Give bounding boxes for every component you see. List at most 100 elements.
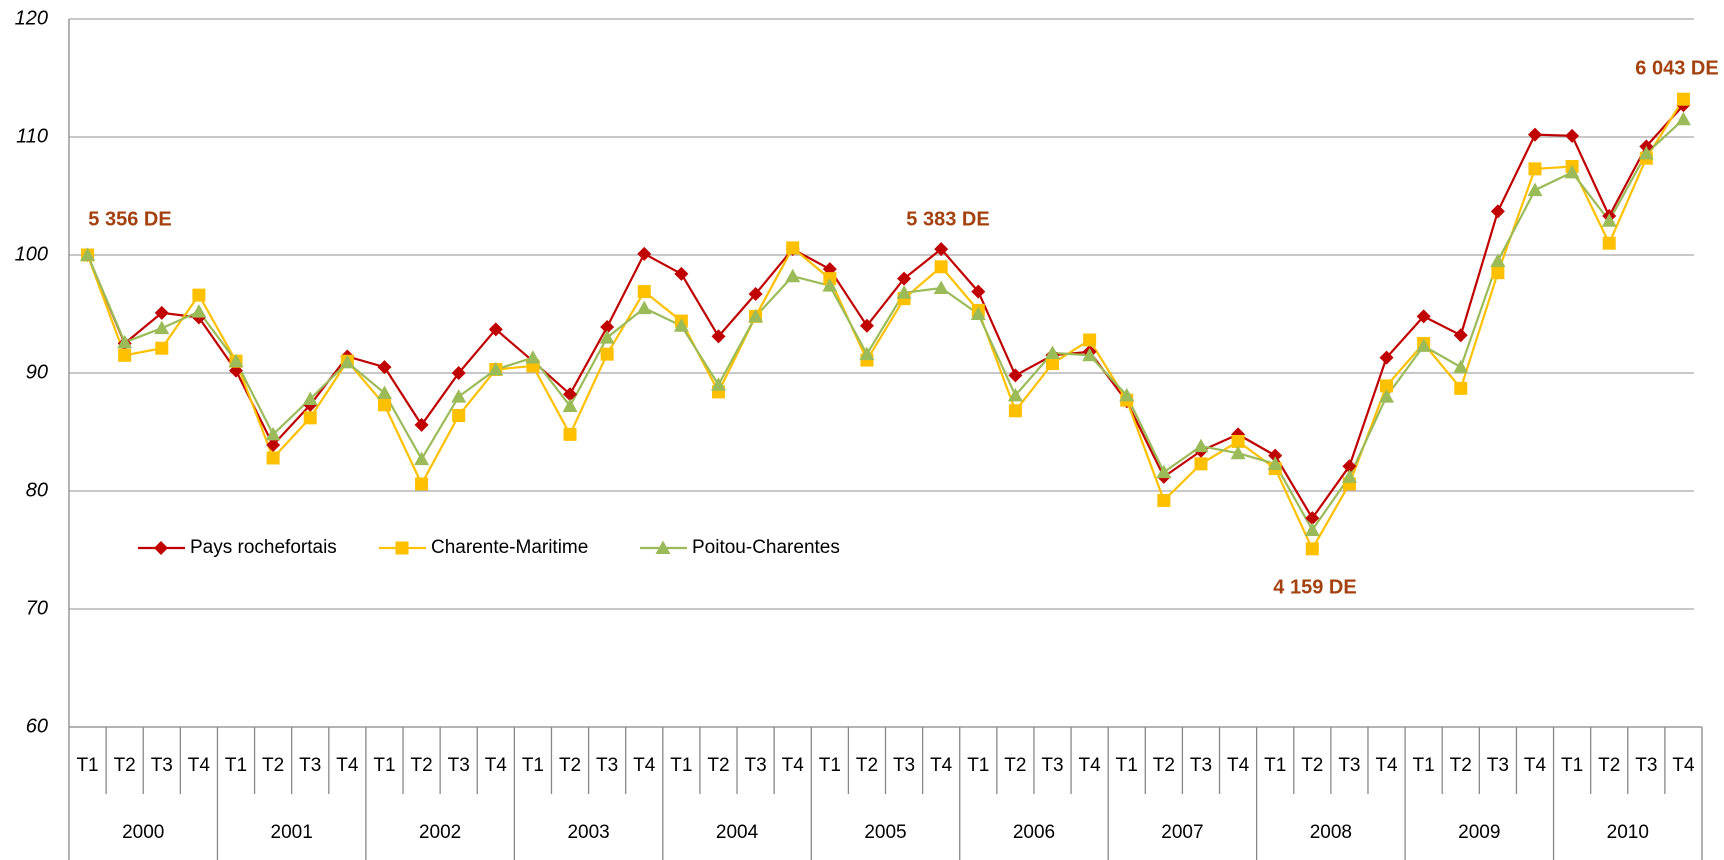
marker bbox=[415, 477, 429, 491]
marker bbox=[859, 346, 875, 361]
marker bbox=[1193, 438, 1209, 453]
marker bbox=[1268, 448, 1283, 463]
x-group-label: 2002 bbox=[419, 822, 461, 843]
marker bbox=[1305, 542, 1319, 556]
x-tick-label: T2 bbox=[707, 755, 729, 776]
marker bbox=[748, 308, 764, 323]
marker bbox=[265, 426, 281, 441]
marker bbox=[934, 242, 949, 257]
marker bbox=[266, 451, 280, 465]
marker bbox=[1453, 359, 1469, 374]
marker bbox=[451, 366, 466, 380]
marker bbox=[117, 334, 133, 349]
marker bbox=[118, 348, 132, 362]
marker bbox=[1676, 92, 1690, 106]
marker bbox=[599, 330, 615, 344]
x-tick-label: T3 bbox=[745, 755, 767, 776]
marker bbox=[1638, 146, 1654, 160]
marker bbox=[1156, 464, 1172, 479]
marker bbox=[1528, 162, 1542, 176]
x-tick-label: T4 bbox=[336, 755, 359, 776]
marker bbox=[414, 451, 430, 466]
marker bbox=[1379, 350, 1394, 365]
annotation: 6 043 DE bbox=[1635, 57, 1718, 79]
y-tick-label: 110 bbox=[16, 125, 48, 147]
legend-label: Charente-Maritime bbox=[431, 537, 588, 558]
marker bbox=[563, 427, 577, 441]
x-tick-label: T2 bbox=[559, 755, 581, 776]
x-tick-label: T4 bbox=[633, 755, 656, 776]
y-tick-label: 70 bbox=[26, 597, 48, 619]
x-group-label: 2005 bbox=[864, 822, 906, 843]
annotation: 4 159 DE bbox=[1273, 576, 1356, 598]
marker bbox=[1045, 345, 1061, 359]
marker bbox=[786, 241, 800, 255]
y-tick-label: 90 bbox=[26, 361, 48, 383]
marker bbox=[563, 387, 578, 402]
marker bbox=[154, 305, 169, 320]
marker bbox=[600, 319, 615, 334]
x-tick-label: T3 bbox=[1635, 755, 1657, 776]
marker bbox=[636, 300, 652, 315]
marker bbox=[339, 354, 355, 369]
x-group-label: 2008 bbox=[1310, 822, 1352, 843]
y-tick-label: 60 bbox=[26, 715, 48, 737]
marker bbox=[1527, 182, 1543, 197]
marker bbox=[1453, 328, 1468, 343]
marker bbox=[1231, 434, 1245, 448]
x-tick-label: T3 bbox=[448, 755, 470, 776]
marker bbox=[154, 320, 170, 335]
legend-marker bbox=[655, 540, 671, 554]
marker bbox=[228, 353, 244, 368]
marker bbox=[1008, 404, 1022, 418]
x-tick-label: T1 bbox=[522, 755, 544, 776]
marker bbox=[1046, 357, 1060, 371]
x-tick-label: T2 bbox=[1301, 755, 1323, 776]
marker bbox=[1416, 338, 1432, 352]
marker bbox=[1304, 522, 1320, 536]
marker bbox=[302, 391, 318, 405]
annotation: 5 383 DE bbox=[906, 208, 989, 230]
marker bbox=[1082, 347, 1098, 362]
x-tick-label: T3 bbox=[1487, 755, 1509, 776]
marker bbox=[710, 377, 726, 391]
marker bbox=[971, 284, 986, 299]
marker bbox=[748, 286, 763, 301]
marker bbox=[1564, 164, 1580, 179]
marker bbox=[637, 246, 652, 261]
marker bbox=[637, 285, 651, 299]
x-group-label: 2001 bbox=[271, 822, 313, 843]
x-tick-label: T4 bbox=[782, 755, 805, 776]
marker bbox=[1341, 469, 1357, 483]
x-tick-label: T3 bbox=[596, 755, 618, 776]
x-tick-label: T1 bbox=[670, 755, 692, 776]
x-tick-label: T4 bbox=[1079, 755, 1102, 776]
x-tick-label: T4 bbox=[1375, 755, 1398, 776]
marker bbox=[934, 260, 948, 274]
x-tick-label: T2 bbox=[114, 755, 136, 776]
marker bbox=[674, 266, 689, 281]
x-group-label: 2009 bbox=[1458, 822, 1500, 843]
x-group-label: 2003 bbox=[567, 822, 609, 843]
marker bbox=[896, 285, 912, 299]
marker bbox=[1342, 459, 1357, 474]
marker bbox=[155, 341, 169, 355]
marker bbox=[1157, 493, 1171, 507]
x-tick-label: T4 bbox=[1227, 755, 1250, 776]
x-tick-label: T2 bbox=[1598, 755, 1620, 776]
marker bbox=[1675, 111, 1691, 126]
x-tick-label: T1 bbox=[967, 755, 989, 776]
marker bbox=[525, 350, 541, 364]
y-tick-label: 80 bbox=[26, 479, 48, 501]
x-tick-label: T3 bbox=[1041, 755, 1063, 776]
x-tick-label: T1 bbox=[76, 755, 98, 776]
marker bbox=[1565, 128, 1580, 143]
x-group-label: 2006 bbox=[1013, 822, 1055, 843]
x-tick-label: T1 bbox=[1413, 755, 1435, 776]
x-tick-label: T2 bbox=[1450, 755, 1472, 776]
x-tick-label: T1 bbox=[1561, 755, 1583, 776]
x-tick-label: T4 bbox=[930, 755, 953, 776]
marker bbox=[191, 304, 207, 318]
x-tick-label: T2 bbox=[262, 755, 284, 776]
marker bbox=[970, 306, 986, 320]
